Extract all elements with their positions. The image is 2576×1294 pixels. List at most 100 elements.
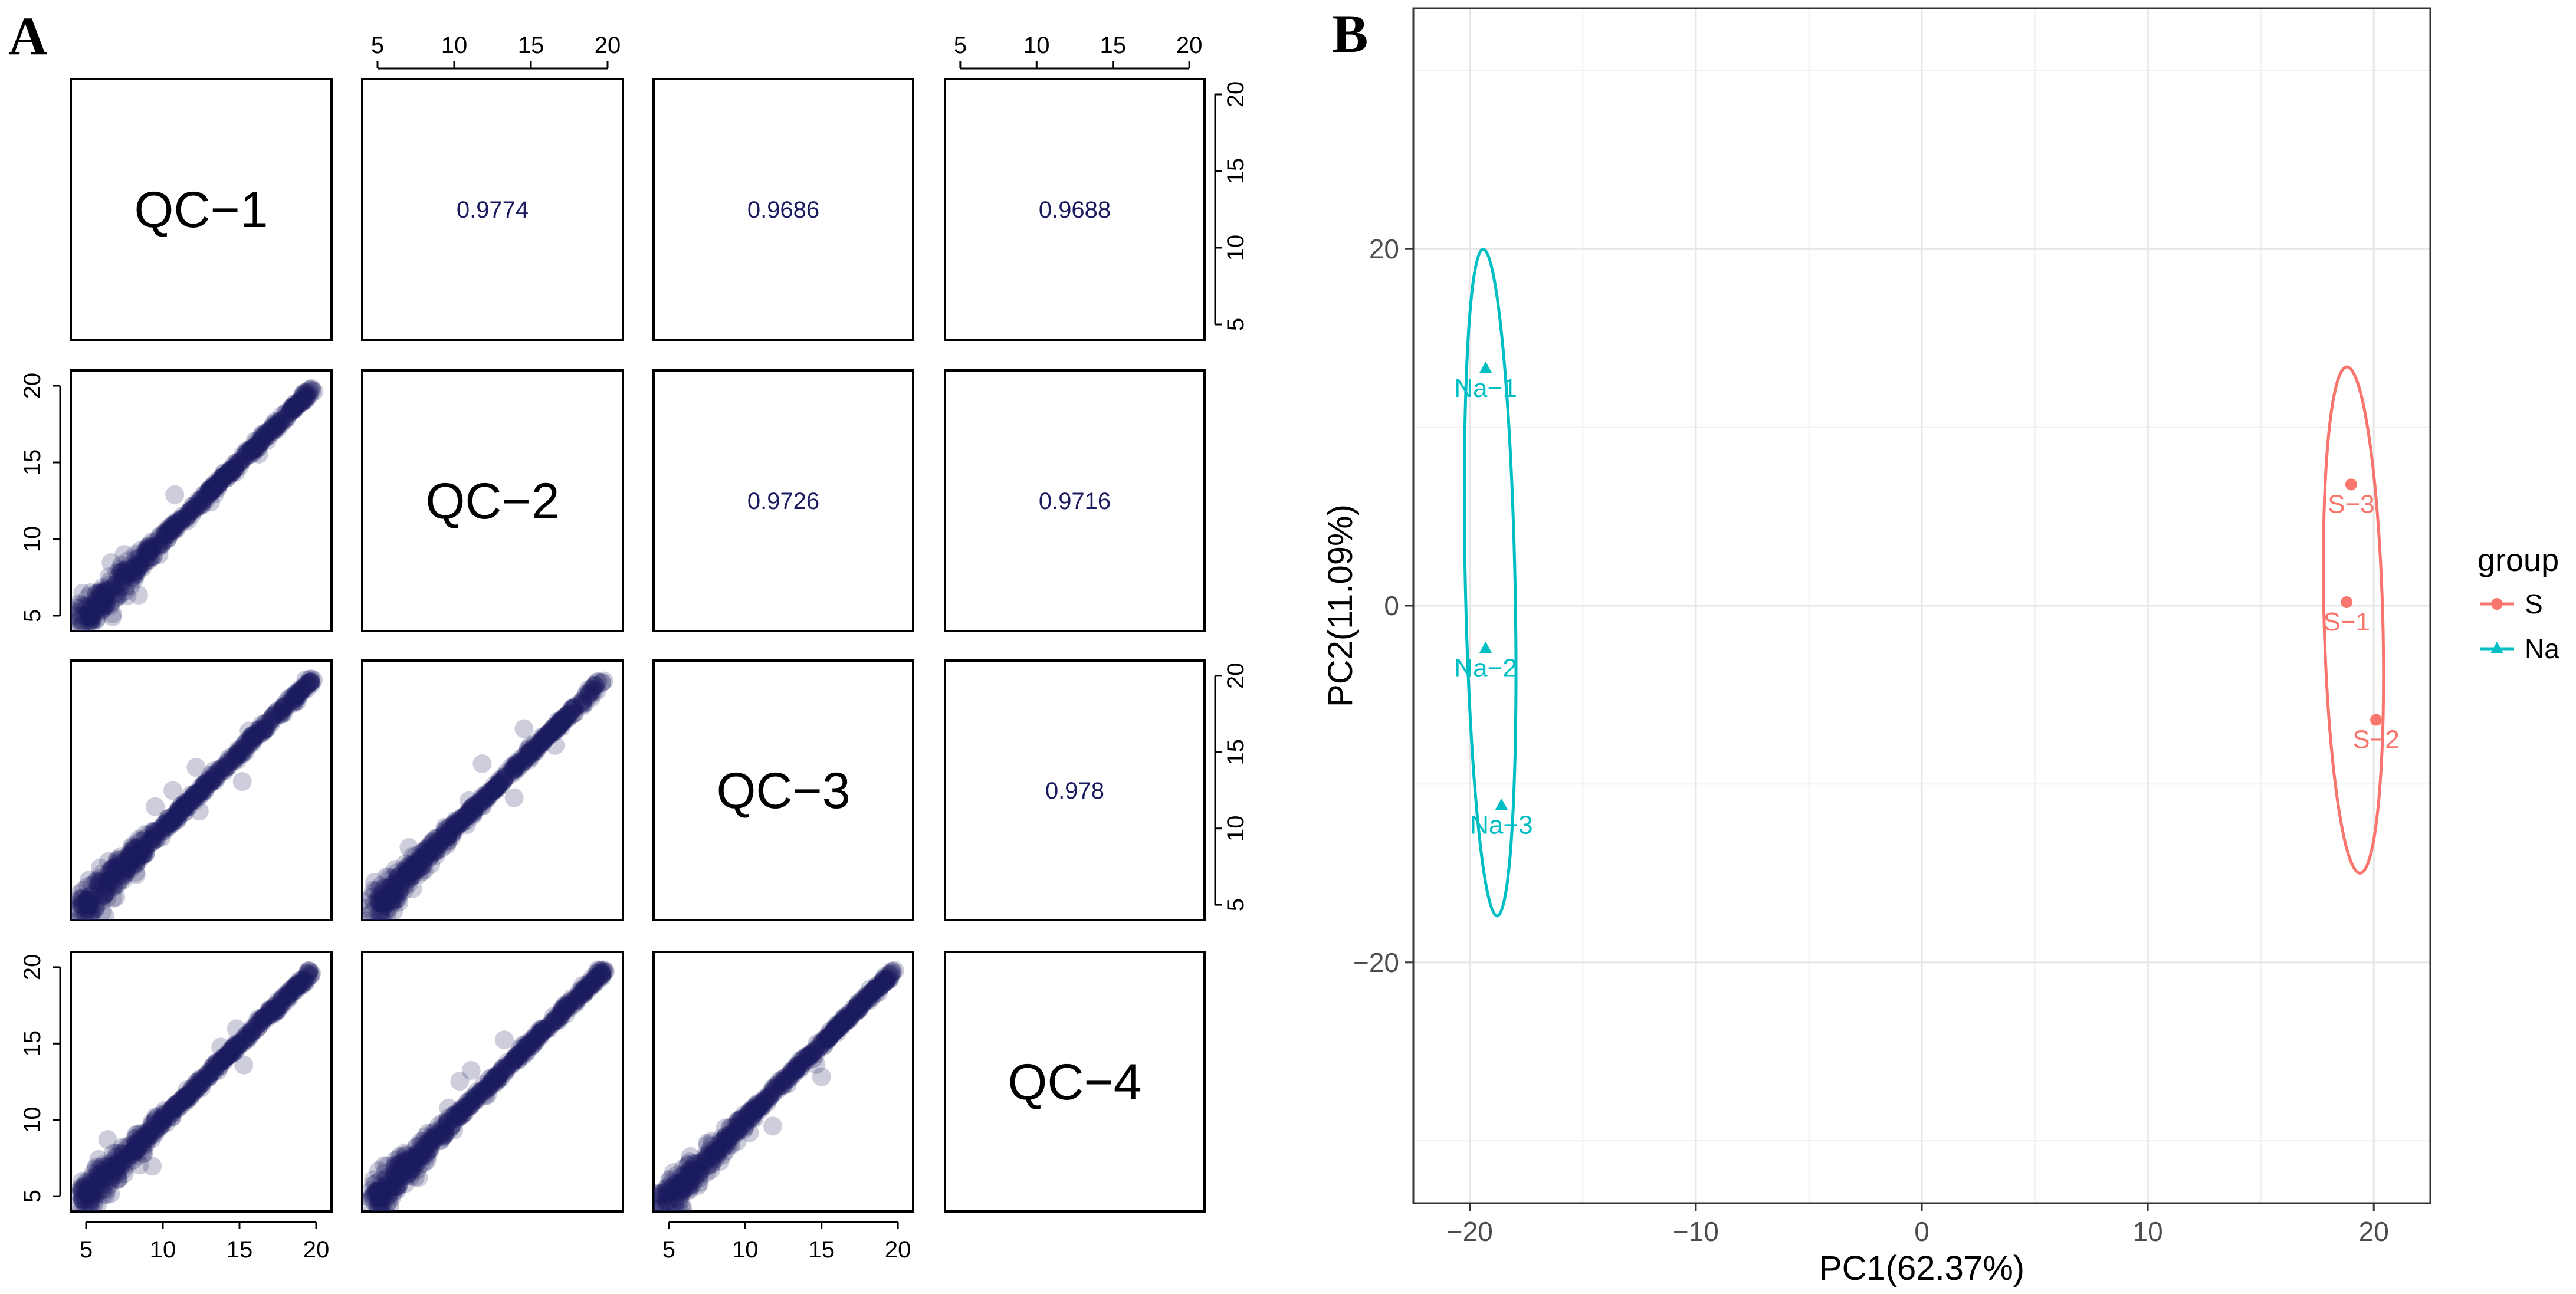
scatter-point (483, 1070, 503, 1089)
scatter-point (127, 849, 147, 869)
scatter-point (229, 1035, 249, 1055)
scatter-point (272, 410, 291, 429)
scatter-point (848, 997, 867, 1017)
scatter-point (409, 855, 429, 875)
scatter-point (174, 797, 193, 817)
scatter-point (79, 903, 99, 920)
scatter-point (73, 1171, 92, 1191)
scatter-point (362, 891, 373, 911)
axis-tick-label: 5 (19, 1190, 45, 1203)
scatter-point (426, 1125, 446, 1145)
scatter-point (255, 428, 274, 448)
scatter-point (178, 793, 197, 812)
panel-b-label: B (1332, 4, 1368, 64)
scatter-point (583, 972, 602, 991)
scatter-point (710, 1152, 730, 1171)
scatter-point (266, 412, 286, 431)
scatter-point (405, 855, 424, 875)
scatter-point (246, 1020, 265, 1040)
scatter-point (183, 790, 203, 809)
scatter-point (544, 1011, 564, 1031)
scatter-point (468, 796, 487, 815)
scatter-point (176, 1092, 196, 1111)
scatter-point (540, 724, 560, 744)
legend-item-label: S (2525, 589, 2543, 619)
scatter-point (78, 895, 98, 915)
scatter-point (95, 883, 114, 902)
scatter-point (562, 988, 582, 1008)
scatter-point (291, 393, 310, 413)
scatter-point (122, 859, 141, 878)
scatter-point (375, 1156, 394, 1175)
scatter-point (557, 706, 577, 725)
scatter-point (838, 1009, 857, 1029)
scatter-point (380, 878, 399, 898)
scatter-point (214, 467, 233, 487)
scatter-point (238, 1025, 257, 1045)
scatter-point (438, 1111, 457, 1131)
scatter-point (178, 1089, 197, 1108)
scatter-point (789, 1056, 808, 1076)
scatter-point (192, 783, 212, 802)
scatter-point (108, 1155, 127, 1175)
scatter-point (465, 1086, 484, 1105)
scatter-point (524, 741, 544, 761)
scatter-point (557, 705, 577, 725)
scatter-point (712, 1139, 731, 1159)
scatter-point (83, 1189, 103, 1208)
scatter-point (93, 902, 112, 920)
scatter-point (127, 1137, 147, 1157)
scatter-point (435, 828, 455, 848)
scatter-point (591, 961, 611, 980)
scatter-point (495, 767, 515, 787)
scatter-point (389, 878, 408, 898)
y-tick-label: 20 (1369, 234, 1399, 264)
scatter-point (395, 1158, 414, 1178)
scatter-point (401, 1163, 421, 1183)
scatter-point (291, 393, 311, 413)
scatter-point (87, 1173, 107, 1192)
scatter-point (698, 1145, 718, 1165)
scatter-point (793, 1054, 812, 1073)
scatter-point (777, 1075, 797, 1094)
scatter-point (462, 798, 482, 817)
scatter-point (488, 776, 507, 796)
scatter-point (143, 1157, 162, 1176)
scatter-point (96, 590, 115, 609)
scatter-point (716, 1141, 736, 1160)
scatter-point (819, 1027, 838, 1047)
scatter-point (493, 773, 512, 792)
scatter-point (96, 582, 115, 602)
scatter-point (548, 718, 567, 738)
scatter-point (100, 582, 119, 601)
scatter-point (137, 540, 157, 560)
scatter-point (201, 482, 220, 502)
point-label: Na−3 (1470, 811, 1533, 840)
scatter-point (95, 596, 114, 615)
scatter-point (157, 816, 176, 836)
scatter-point (127, 848, 147, 868)
scatter-point (464, 801, 483, 820)
scatter-point (852, 994, 871, 1013)
scatter-point (831, 1018, 850, 1037)
scatter-point (396, 865, 415, 884)
scatter-point (470, 791, 490, 810)
scatter-point (130, 550, 149, 570)
scatter-point (494, 770, 513, 790)
scatter-point (176, 796, 196, 815)
scatter-point (806, 1055, 826, 1074)
scatter-point (265, 1003, 285, 1022)
scatter-point (660, 1181, 680, 1200)
scatter-point (678, 1173, 698, 1192)
scatter-point (117, 1155, 137, 1174)
scatter-point (488, 1069, 508, 1089)
scatter-point (787, 1058, 806, 1078)
scatter-point (582, 679, 601, 699)
scatter-point (150, 1117, 170, 1137)
scatter-point (140, 536, 160, 556)
scatter-point (386, 890, 405, 909)
scatter-point (563, 699, 582, 719)
scatter-point (219, 757, 238, 776)
scatter-point (288, 685, 307, 704)
scatter-point (71, 1180, 91, 1199)
